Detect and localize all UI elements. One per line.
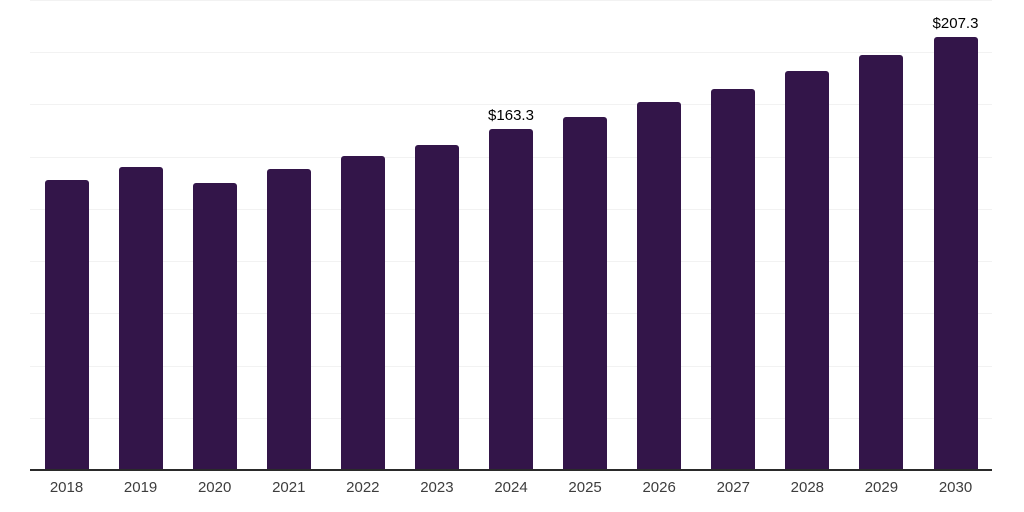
x-tick-label-2019: 2019 — [123, 479, 158, 496]
x-axis-line — [30, 469, 992, 471]
gridline-225 — [30, 0, 992, 1]
x-tick-label-2026: 2026 — [642, 479, 676, 496]
bar-2028 — [785, 71, 830, 470]
bar-2025 — [563, 116, 608, 470]
bar-2023 — [414, 144, 459, 470]
bar-2029 — [859, 54, 904, 470]
x-tick-label-2025: 2025 — [568, 479, 602, 496]
gridline-175 — [30, 104, 992, 106]
x-tick-label-2029: 2029 — [864, 479, 899, 496]
plot-area: $163.3 $207.3 — [30, 0, 992, 471]
x-tick-label-2020: 2020 — [197, 479, 232, 496]
bar-2022 — [340, 155, 385, 470]
bar-2027 — [711, 89, 756, 470]
gridline-200 — [30, 52, 992, 54]
x-tick-label-2021: 2021 — [272, 479, 306, 496]
bar-2019 — [118, 166, 163, 470]
bar-2026 — [637, 101, 682, 470]
x-tick-label-2024: 2024 — [494, 479, 528, 496]
x-tick-label-2027: 2027 — [716, 479, 750, 496]
bar-2024 — [489, 128, 533, 470]
x-tick-label-2028: 2028 — [790, 479, 825, 496]
bar-2030 — [933, 36, 978, 470]
x-tick-label-2018: 2018 — [49, 479, 84, 496]
bar-value-label-2024: $163.3 — [488, 106, 534, 124]
bar-value-label-2030: $207.3 — [932, 14, 979, 32]
x-tick-label-2023: 2023 — [420, 479, 454, 496]
bar-2018 — [44, 179, 89, 470]
x-tick-label-2030: 2030 — [938, 479, 973, 496]
x-axis: 2018 2019 2020 2021 2022 2023 2024 2025 2026 2027… — [30, 479, 992, 499]
bar-2020 — [192, 182, 237, 470]
x-tick-label-2022: 2022 — [346, 479, 380, 496]
bar-2021 — [266, 169, 311, 470]
